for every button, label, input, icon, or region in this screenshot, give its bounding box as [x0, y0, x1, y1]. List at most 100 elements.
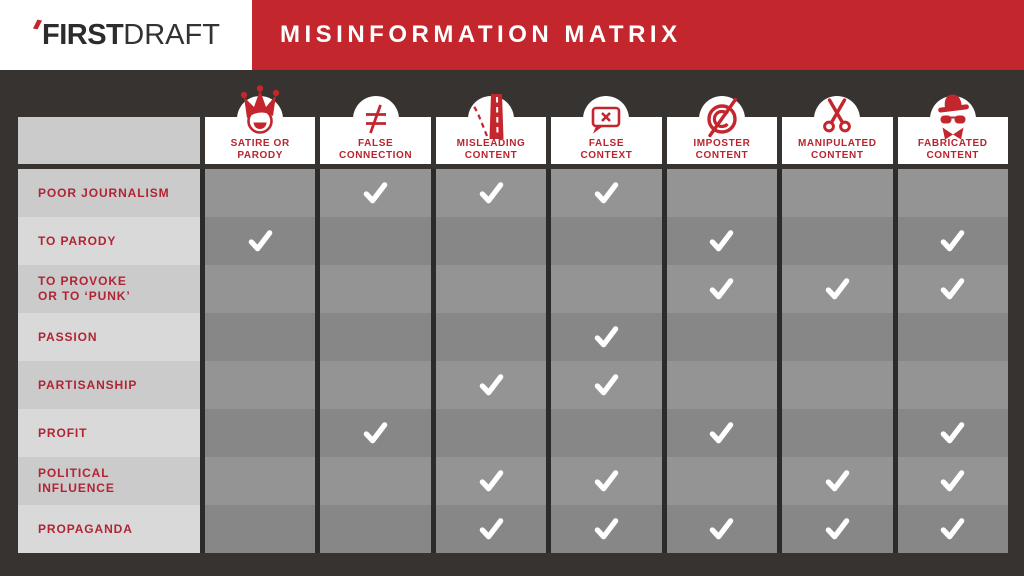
matrix-cell-empty: [782, 217, 893, 265]
matrix-cell-empty: [205, 265, 316, 313]
matrix-cell-checked: [897, 409, 1008, 457]
matrix-cell-empty: [551, 265, 662, 313]
matrix-cell-empty: [782, 169, 893, 217]
matrix-cell-empty: [897, 313, 1008, 361]
matrix-cell-empty: [435, 265, 547, 313]
checkmark-icon: [594, 181, 619, 203]
matrix-cell-empty: [205, 361, 316, 409]
checkmark-icon: [594, 517, 619, 539]
matrix-cell-checked: [435, 361, 547, 409]
matrix-cell-checked: [666, 409, 778, 457]
checkmark-icon: [940, 517, 965, 539]
checkmark-icon: [479, 517, 503, 539]
matrix-cell-empty: [666, 313, 778, 361]
matrix-cell-empty: [782, 313, 893, 361]
matrix-cell-empty: [666, 361, 778, 409]
speech-bubble-x-icon: [583, 82, 630, 142]
matrix-cell-empty: [897, 361, 1008, 409]
column-header-imposter-content: IMPOSTER CONTENT: [666, 96, 778, 164]
logo-text-draft: DRAFT: [123, 18, 220, 51]
matrix-cell-checked: [782, 265, 893, 313]
column-header-manipulated-content: MANIPULATED CONTENT: [782, 96, 893, 164]
matrix-cell-checked: [435, 169, 547, 217]
matrix-cell-checked: [551, 169, 662, 217]
matrix-cell-empty: [205, 505, 316, 553]
row-label: TO PARODY: [18, 217, 200, 265]
row-label: PARTISANSHIP: [18, 361, 200, 409]
column-label: IMPOSTER CONTENT: [693, 138, 751, 161]
row-label: PROFIT: [18, 409, 200, 457]
matrix-cell-empty: [205, 313, 316, 361]
matrix-cell-empty: [435, 409, 547, 457]
matrix-cell-checked: [435, 457, 547, 505]
matrix-row: POOR JOURNALISM: [18, 169, 1008, 217]
matrix-body: POOR JOURNALISM TO PARODY TO PROVOKE OR TO…: [18, 169, 1008, 553]
matrix-cell-empty: [205, 169, 316, 217]
matrix-cell-checked: [435, 505, 547, 553]
matrix-cell-empty: [551, 217, 662, 265]
checkmark-icon: [825, 517, 850, 539]
checkmark-icon: [710, 421, 734, 443]
matrix-cell-empty: [320, 361, 431, 409]
matrix-cell-checked: [551, 361, 662, 409]
checkmark-icon: [594, 325, 619, 347]
matrix-cell-empty: [782, 361, 893, 409]
matrix-row: PASSION: [18, 313, 1008, 361]
matrix-cell-empty: [205, 409, 316, 457]
matrix-cell-checked: [551, 457, 662, 505]
matrix-cell-checked: [320, 409, 431, 457]
column-label: FALSE CONTEXT: [580, 138, 633, 161]
logo-accent-mark: [32, 19, 43, 29]
matrix-cell-empty: [551, 409, 662, 457]
matrix-cell-empty: [666, 169, 778, 217]
checkmark-icon: [479, 181, 503, 203]
column-header-fabricated-content: FABRICATED CONTENT: [897, 94, 1008, 164]
matrix-row: TO PARODY: [18, 217, 1008, 265]
matrix-cell-checked: [551, 505, 662, 553]
checkmark-icon: [248, 229, 272, 251]
column-label: MANIPULATED CONTENT: [798, 138, 877, 161]
row-label: PROPAGANDA: [18, 505, 200, 553]
checkmark-icon: [825, 277, 850, 299]
checkmark-icon: [825, 469, 850, 491]
column-header-misleading-content: MISLEADING CONTENT: [435, 94, 547, 164]
row-label: POLITICAL INFLUENCE: [18, 457, 200, 505]
matrix-cell-empty: [782, 409, 893, 457]
matrix-cell-checked: [666, 265, 778, 313]
matrix-cell-empty: [320, 313, 431, 361]
matrix-row: POLITICAL INFLUENCE: [18, 457, 1008, 505]
row-label: POOR JOURNALISM: [18, 169, 200, 217]
no-copyright-icon: [698, 82, 745, 142]
title-bar: MISINFORMATION MATRIX: [252, 0, 1024, 70]
matrix-row: PARTISANSHIP: [18, 361, 1008, 409]
not-equal-icon: [352, 82, 399, 142]
column-header-false-connection: FALSE CONNECTION: [320, 96, 431, 164]
checkmark-icon: [710, 277, 734, 299]
column-header-false-context: FALSE CONTEXT: [551, 96, 662, 164]
matrix-cell-checked: [782, 457, 893, 505]
matrix-cell-checked: [897, 505, 1008, 553]
matrix-cell-checked: [320, 169, 431, 217]
matrix-cell-checked: [897, 457, 1008, 505]
checkmark-icon: [594, 373, 619, 395]
column-label: SATIRE OR PARODY: [230, 138, 290, 161]
checkmark-icon: [940, 469, 965, 491]
firstdraft-logo: FIRST DRAFT: [0, 0, 252, 70]
matrix-cell-empty: [205, 457, 316, 505]
row-label: PASSION: [18, 313, 200, 361]
column-label: FABRICATED CONTENT: [917, 138, 988, 161]
column-label: MISLEADING CONTENT: [456, 138, 526, 161]
checkmark-icon: [940, 421, 965, 443]
matrix-row: PROPAGANDA: [18, 505, 1008, 553]
checkmark-icon: [363, 181, 388, 203]
scissors-icon: [814, 82, 861, 142]
spy-icon: [929, 82, 976, 142]
matrix-cell-checked: [897, 265, 1008, 313]
checkmark-icon: [479, 469, 503, 491]
matrix-row: PROFIT: [18, 409, 1008, 457]
matrix-cell-empty: [320, 217, 431, 265]
matrix-row: TO PROVOKE OR TO ‘PUNK’: [18, 265, 1008, 313]
matrix-cell-empty: [435, 313, 547, 361]
matrix-table: SATIRE OR PARODY FALSE CONNECTION: [18, 85, 1008, 553]
